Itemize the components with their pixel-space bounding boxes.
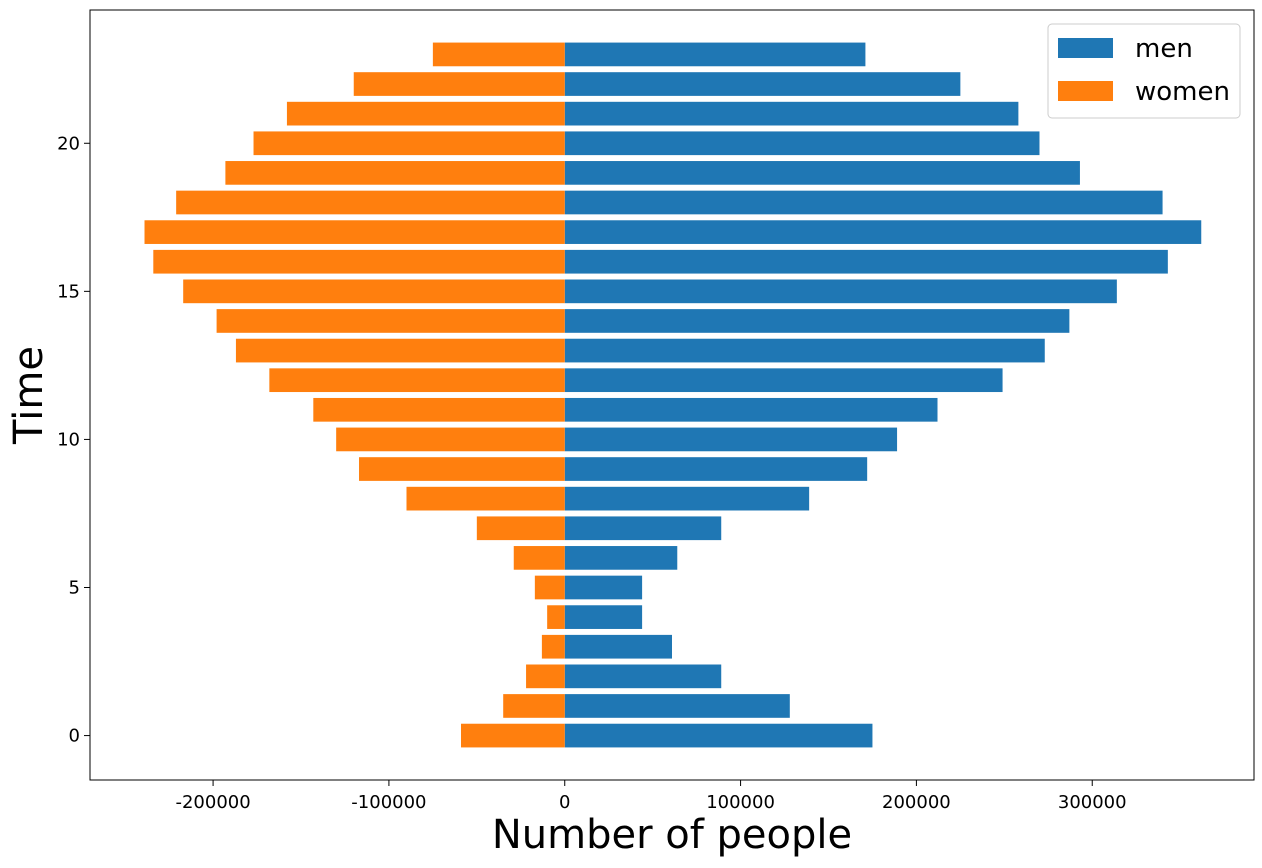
y-tick-label: 5 — [69, 578, 80, 599]
y-tick-label: 0 — [69, 726, 80, 747]
bar-men-16 — [564, 249, 1168, 274]
x-tick-label: -200000 — [175, 792, 250, 813]
bar-men-12 — [564, 368, 1003, 393]
bar-men-0 — [564, 723, 873, 748]
bar-women-16 — [153, 249, 565, 274]
bar-women-7 — [476, 516, 565, 541]
bar-men-10 — [564, 427, 898, 452]
y-axis: 0 5 10 15 20 — [57, 133, 90, 747]
bar-men-22 — [564, 72, 961, 96]
bar-women-13 — [235, 338, 565, 363]
bar-women-1 — [503, 694, 565, 718]
bar-men-13 — [564, 338, 1045, 363]
y-tick-label: 10 — [57, 429, 80, 450]
bar-women-2 — [526, 664, 565, 689]
bar-men-7 — [564, 516, 722, 541]
bar-men-11 — [564, 397, 938, 422]
legend-swatch-women — [1058, 81, 1113, 101]
bar-women-17 — [144, 220, 565, 244]
bar-women-3 — [541, 634, 565, 659]
bar-men-3 — [564, 634, 672, 659]
x-tick-label: -100000 — [351, 792, 426, 813]
bar-men-15 — [564, 279, 1117, 304]
bar-women-22 — [353, 72, 565, 96]
bar-men-23 — [564, 42, 866, 67]
bar-women-6 — [513, 546, 565, 570]
x-axis: -200000 -100000 0 100000 200000 300000 — [175, 780, 1127, 813]
bar-men-20 — [564, 131, 1040, 156]
legend: men women — [1047, 23, 1241, 119]
bar-women-15 — [183, 279, 565, 304]
x-axis-title: Number of people — [492, 812, 852, 858]
y-axis-title: Time — [6, 346, 52, 445]
x-tick-label: 200000 — [882, 792, 951, 813]
bar-women-20 — [253, 131, 565, 156]
y-tick-label: 15 — [57, 281, 80, 302]
bar-women-14 — [216, 309, 565, 333]
bar-women-19 — [225, 161, 565, 185]
bar-men-9 — [564, 457, 868, 481]
bar-men-1 — [564, 694, 790, 718]
bar-women-9 — [359, 457, 565, 481]
x-tick-label: 0 — [559, 792, 570, 813]
bar-women-8 — [406, 486, 565, 511]
legend-label-men: men — [1135, 34, 1193, 64]
bar-women-11 — [313, 397, 565, 422]
plot-frame — [89, 9, 1255, 781]
y-tick-label: 20 — [57, 133, 80, 154]
bar-men-2 — [564, 664, 722, 689]
bar-women-23 — [432, 42, 565, 67]
bar-women-5 — [534, 575, 565, 600]
bar-men-19 — [564, 161, 1080, 185]
legend-swatch-men — [1058, 38, 1113, 58]
bar-women-21 — [286, 101, 565, 126]
bar-women-12 — [269, 368, 565, 393]
bar-men-17 — [564, 220, 1202, 244]
bar-men-8 — [564, 486, 810, 511]
bar-men-18 — [564, 190, 1163, 215]
bar-women-18 — [176, 190, 565, 215]
bar-men-14 — [564, 309, 1070, 333]
bar-men-21 — [564, 101, 1019, 126]
bar-women-0 — [461, 723, 565, 748]
x-tick-label: 100000 — [706, 792, 775, 813]
bar-men-5 — [564, 575, 643, 600]
bars-layer — [144, 42, 1202, 748]
legend-label-women: women — [1135, 77, 1230, 107]
bar-women-10 — [336, 427, 565, 452]
bar-men-4 — [564, 605, 643, 629]
bar-women-4 — [547, 605, 565, 629]
x-tick-label: 300000 — [1058, 792, 1127, 813]
bar-men-6 — [564, 546, 678, 570]
